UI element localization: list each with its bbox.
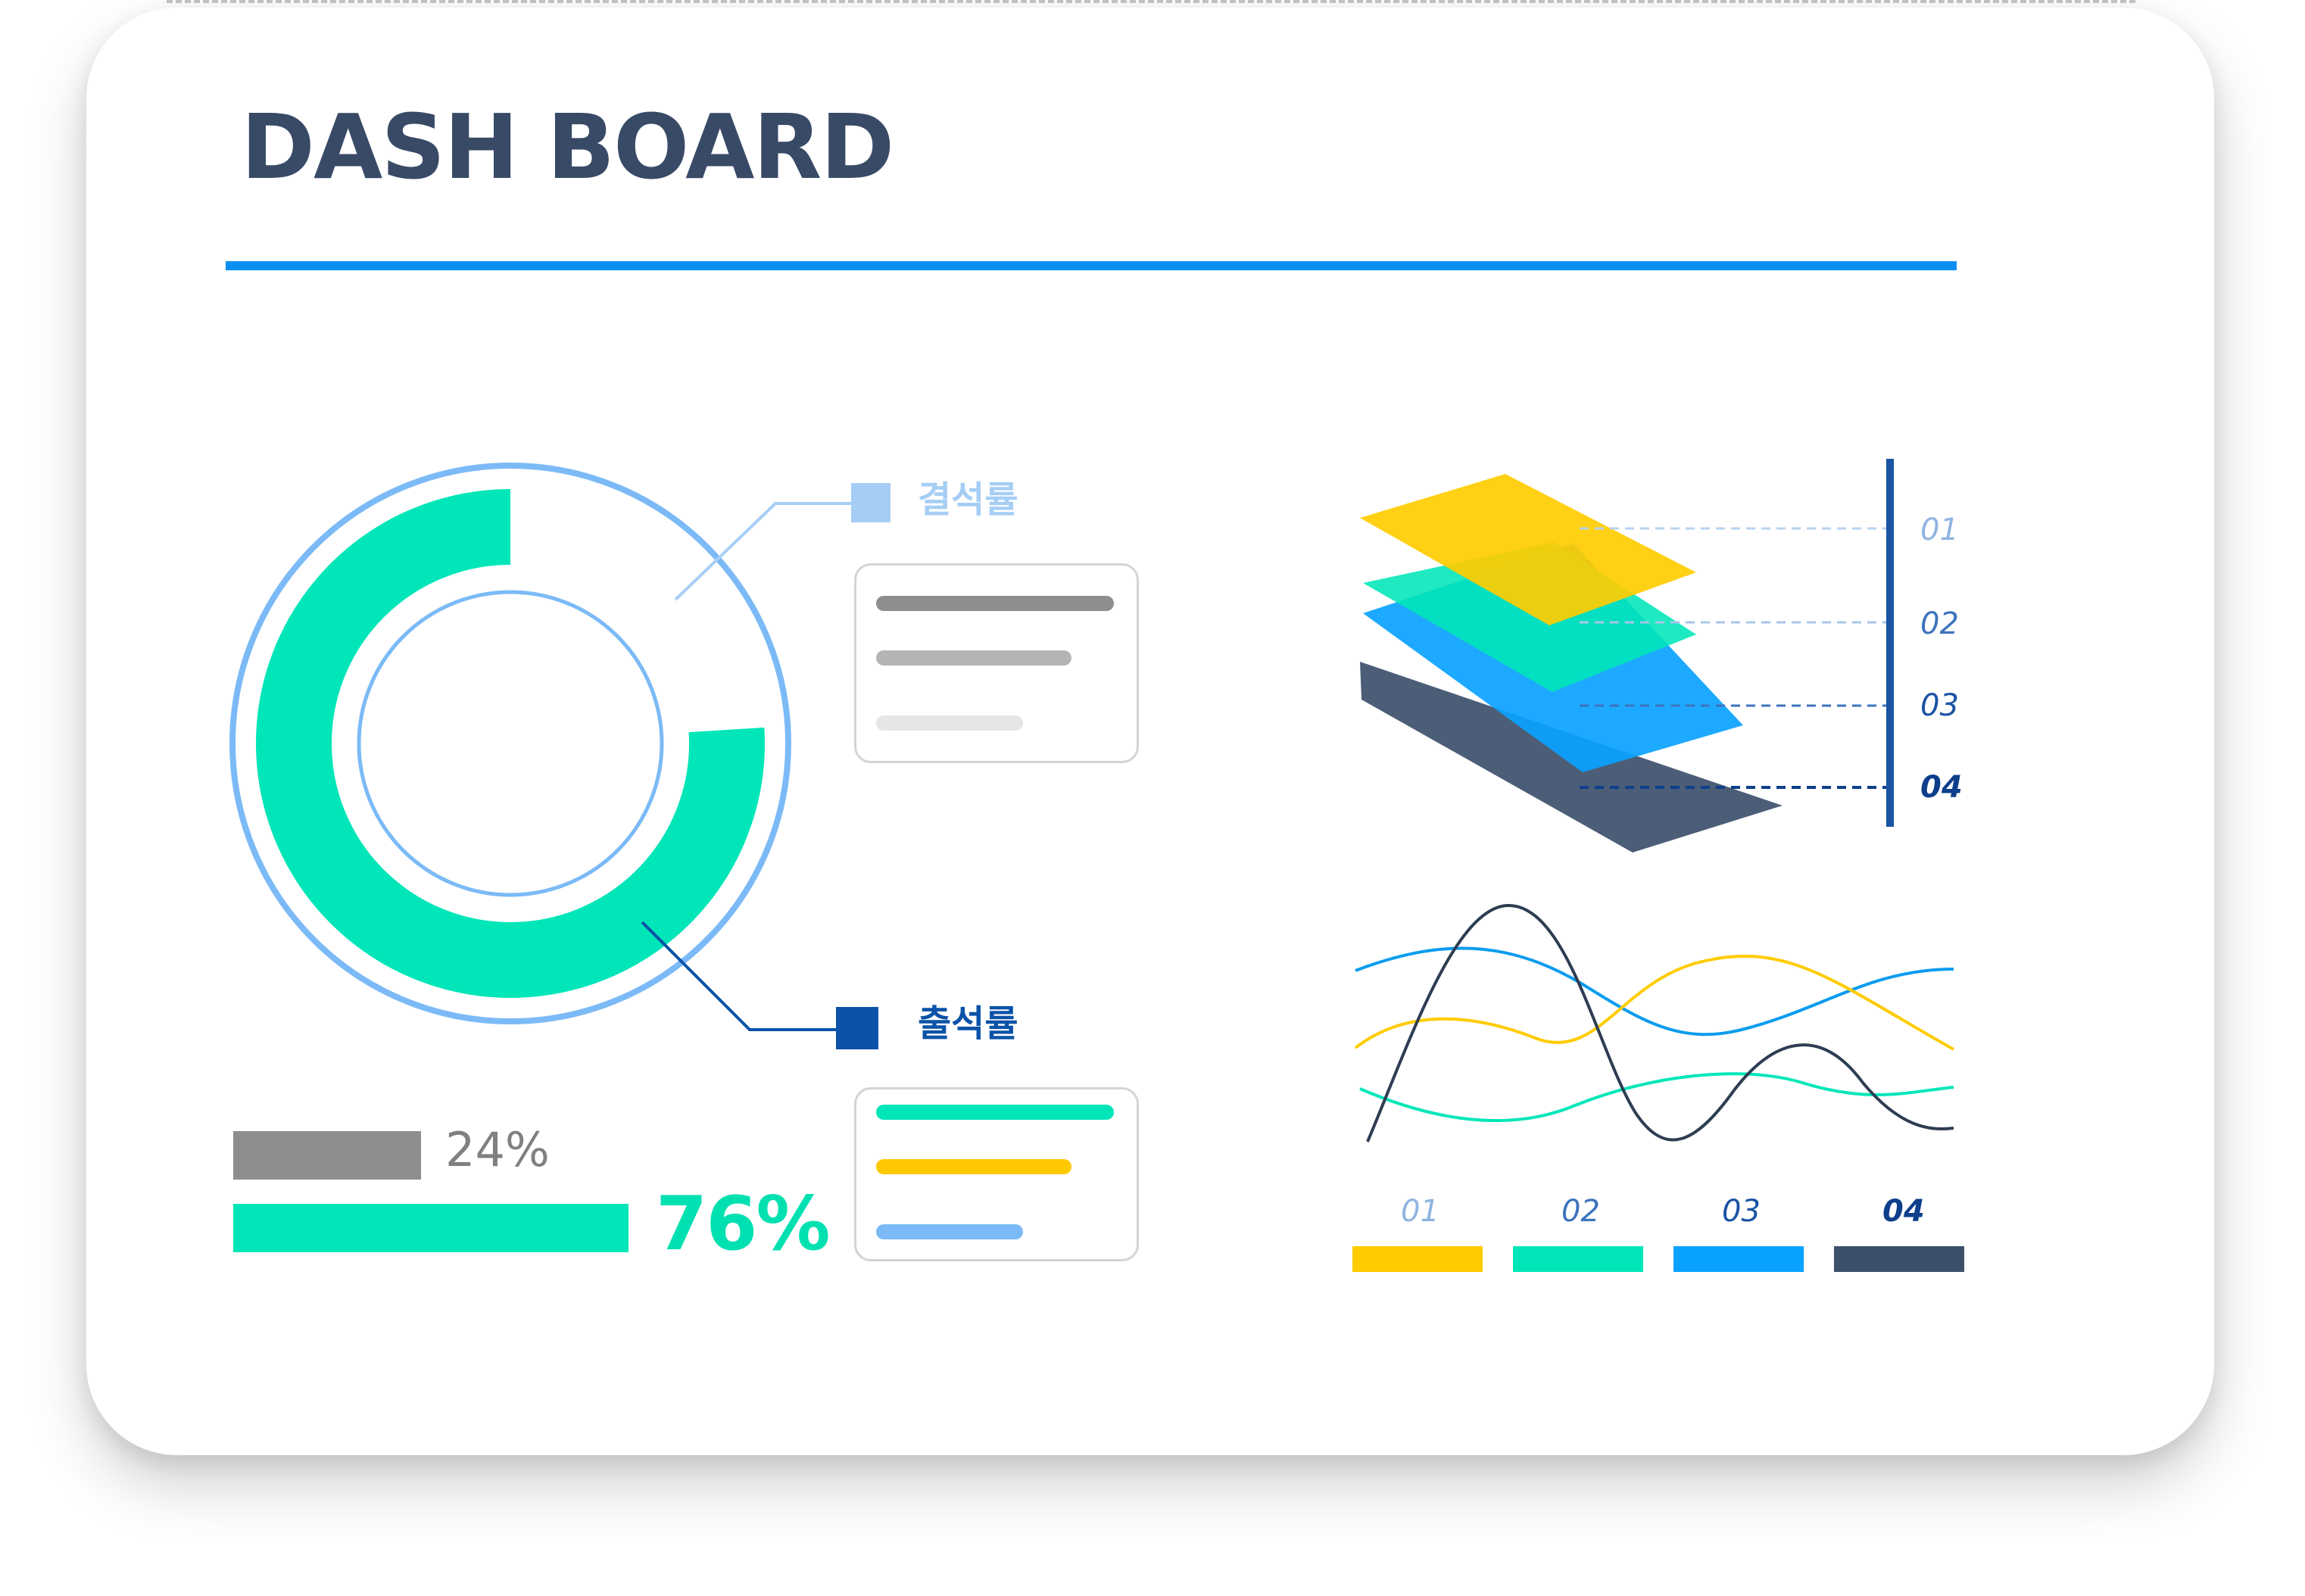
attendance-label: 출석률 (918, 1002, 1018, 1045)
attendance-bar (233, 1204, 628, 1252)
absence-label: 결석률 (918, 478, 1018, 521)
attendance-callout-line (641, 921, 836, 1031)
legend-swatch-03 (1673, 1246, 1804, 1272)
attendance-marker (836, 1007, 878, 1049)
absence-percent: 24% (445, 1122, 550, 1177)
layer-tick-01: 01 (1920, 513, 1959, 547)
line-series-01 (1354, 954, 1954, 1051)
absence-callout-line (674, 502, 851, 601)
line-series-02 (1359, 1072, 1954, 1123)
legend-tick-03: 03 (1722, 1194, 1761, 1229)
info-line (876, 1159, 1071, 1174)
dashboard-title: DASH BOARD (241, 95, 894, 199)
layer-tick-04: 04 (1920, 770, 1963, 805)
info-line (876, 1224, 1023, 1239)
absence-marker (851, 483, 890, 522)
info-line (876, 1105, 1114, 1120)
layer-02 (1363, 542, 1696, 692)
donut-inner-ring (357, 590, 664, 897)
info-line (876, 650, 1071, 666)
attendance-arc (256, 489, 765, 998)
line-series-03 (1355, 946, 1954, 1036)
legend-swatch-02 (1513, 1246, 1643, 1272)
title-underline (226, 261, 1957, 270)
legend-swatch-01 (1352, 1246, 1483, 1272)
legend-swatch-04 (1834, 1246, 1964, 1272)
donut-outer-ring (229, 463, 791, 1024)
attendance-info-box (854, 1087, 1139, 1261)
line-series-04 (1366, 903, 1954, 1142)
attendance-percent: 76% (656, 1181, 831, 1267)
layer-tick-02: 02 (1920, 606, 1959, 641)
layer-tick-03: 03 (1920, 688, 1959, 723)
legend-tick-01: 01 (1401, 1194, 1439, 1229)
info-line (876, 596, 1114, 611)
legend-tick-02: 02 (1561, 1194, 1600, 1229)
dashed-border-top (167, 0, 2135, 3)
info-line (876, 715, 1023, 731)
absence-bar (233, 1131, 421, 1180)
legend-tick-04: 04 (1882, 1194, 1925, 1229)
layer-01 (1360, 474, 1696, 625)
absence-info-box (854, 563, 1139, 763)
